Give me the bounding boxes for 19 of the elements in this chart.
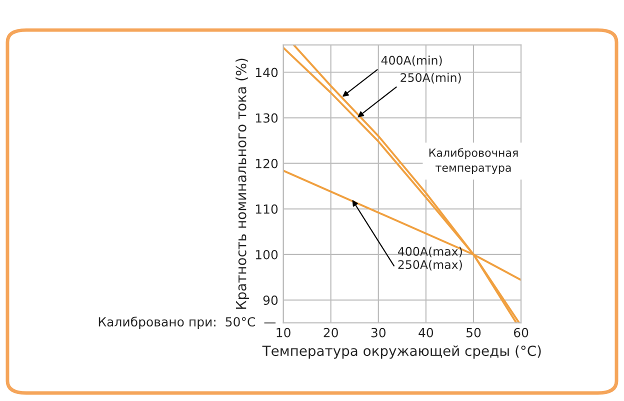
y-tick-label: 130	[256, 113, 278, 123]
x-tick-label: 60	[514, 328, 528, 338]
y-tick-label: 100	[256, 250, 278, 260]
y-tick-label: 140	[256, 68, 278, 78]
annotation: 250A(min)	[400, 72, 461, 84]
y-tick-label: 90	[263, 296, 278, 305]
x-tick-label: 40	[418, 328, 434, 338]
x-tick-label: 30	[371, 328, 386, 338]
y-axis-title: Кратность номинального тока (%)	[236, 58, 250, 309]
x-axis-title: Температура окружающей среды (°C)	[262, 345, 541, 359]
y-tick-label: 110	[256, 204, 278, 214]
annotation: 400A(max) 250A(max)	[398, 246, 462, 270]
x-tick-label: 20	[324, 328, 338, 338]
annotation: 400A(min)	[381, 56, 442, 66]
x-tick-label: 10	[276, 328, 290, 338]
x-tick-label: 50	[466, 328, 481, 338]
y-tick-label: 120	[256, 158, 278, 168]
text: Калибровано при: 50°C —	[98, 316, 276, 329]
annotation: Калибровочная температура	[429, 148, 518, 174]
